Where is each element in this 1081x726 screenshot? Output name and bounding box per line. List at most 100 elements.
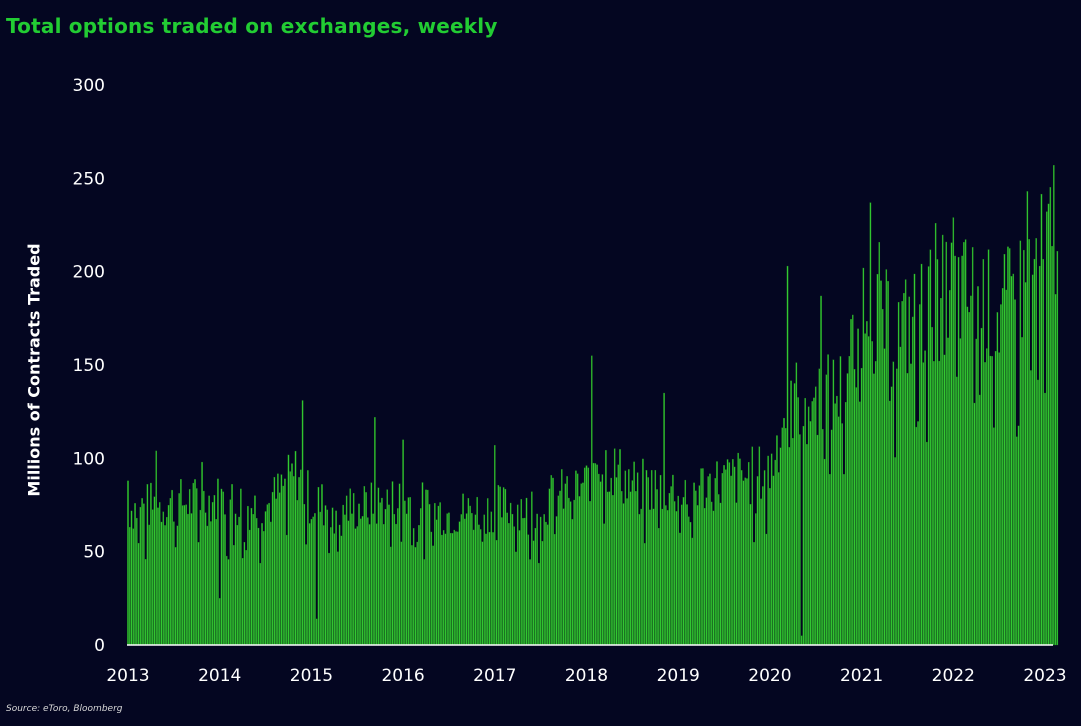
bar <box>148 524 150 646</box>
bar <box>458 521 461 646</box>
bar <box>961 255 963 646</box>
bar <box>809 421 812 646</box>
bar <box>822 429 824 646</box>
bar <box>998 352 1000 646</box>
bar <box>384 508 387 646</box>
bar <box>404 500 406 646</box>
bar <box>430 531 433 646</box>
bar <box>864 333 866 646</box>
bar <box>580 483 582 646</box>
bar <box>860 367 863 646</box>
bar <box>312 516 314 646</box>
bar <box>763 470 766 646</box>
bar <box>511 513 514 646</box>
bar <box>963 242 965 646</box>
bar <box>508 523 510 646</box>
bar <box>157 507 159 646</box>
bar <box>867 336 870 646</box>
bar <box>151 509 154 646</box>
bar <box>555 516 558 646</box>
bar <box>319 511 322 646</box>
bar <box>405 513 408 646</box>
bar <box>275 498 277 646</box>
x-tick-label: 2019 <box>657 666 700 686</box>
x-tick-label: 2016 <box>381 666 424 686</box>
bar <box>441 534 443 646</box>
bar <box>830 429 833 646</box>
bar <box>444 533 447 646</box>
bar <box>434 502 436 646</box>
bar <box>176 525 179 646</box>
bar <box>924 350 926 646</box>
bar <box>1008 248 1011 646</box>
bar <box>264 511 267 646</box>
bar <box>1031 274 1034 646</box>
bar <box>190 513 193 646</box>
bar <box>174 547 177 646</box>
bar <box>231 484 233 646</box>
bar <box>728 462 731 646</box>
bar <box>199 509 202 646</box>
bar <box>980 327 983 646</box>
bar <box>210 521 212 646</box>
bar <box>594 463 597 646</box>
bar <box>899 346 902 646</box>
bar <box>472 529 475 646</box>
bar <box>989 355 992 646</box>
bar <box>721 473 724 646</box>
bar <box>208 495 210 646</box>
bar <box>194 479 196 646</box>
bar <box>476 496 478 646</box>
bar <box>188 489 191 646</box>
bar <box>984 362 986 646</box>
bar <box>130 510 133 646</box>
bar <box>1003 254 1006 646</box>
bar <box>1038 265 1041 646</box>
bar <box>280 474 283 646</box>
bar <box>248 529 251 646</box>
bar <box>187 513 189 646</box>
bar <box>613 448 616 646</box>
bar <box>589 501 591 646</box>
bar <box>968 311 970 646</box>
x-tick-labels: 2013 2014 2015 2016 2017 2018 2019 2020 2021 2022… <box>106 666 1066 686</box>
bar <box>181 505 184 646</box>
bar <box>779 447 782 646</box>
bar <box>851 314 854 646</box>
bar <box>696 505 699 646</box>
bar <box>837 416 840 646</box>
bar <box>449 532 452 646</box>
bar <box>527 534 530 646</box>
bar <box>643 543 646 646</box>
bar <box>333 533 336 646</box>
bar <box>733 466 736 646</box>
bar <box>1001 288 1004 646</box>
y-tick-label: 300 <box>73 76 105 96</box>
bar <box>273 476 276 646</box>
bar <box>287 454 290 646</box>
bar <box>626 498 628 646</box>
bar <box>277 473 279 646</box>
bar <box>522 518 524 646</box>
bar <box>620 491 623 646</box>
bar <box>337 551 339 646</box>
bar <box>492 532 494 646</box>
bar <box>382 524 385 646</box>
bar <box>829 474 831 646</box>
bar <box>915 426 918 646</box>
bar <box>654 469 657 646</box>
bar <box>1035 238 1037 646</box>
bar <box>518 530 521 646</box>
bar <box>723 465 725 646</box>
bar <box>395 523 397 646</box>
bar <box>201 461 203 646</box>
bar <box>261 523 263 646</box>
bar <box>1047 203 1050 646</box>
bar <box>548 488 551 646</box>
bar <box>933 361 935 646</box>
bar <box>490 511 493 646</box>
bar <box>252 513 254 646</box>
bar <box>776 435 778 646</box>
bar <box>746 478 748 646</box>
